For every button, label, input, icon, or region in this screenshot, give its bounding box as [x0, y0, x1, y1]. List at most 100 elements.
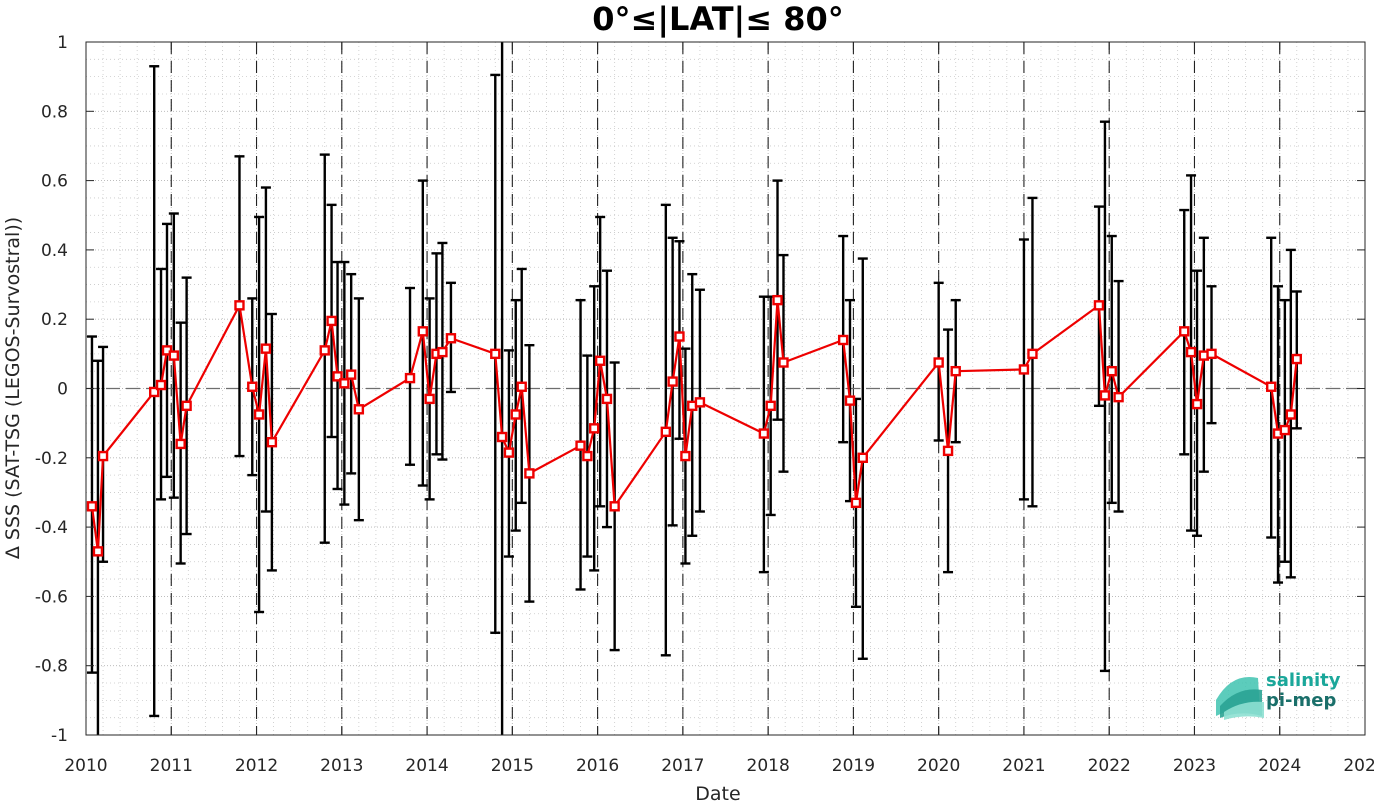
- data-point: [353, 404, 365, 415]
- data-point: [516, 381, 527, 392]
- x-tick-label: 2022: [1088, 756, 1131, 776]
- y-tick-label: -0.6: [35, 587, 68, 607]
- x-tick-label: 2021: [1002, 756, 1045, 776]
- data-point: [417, 326, 429, 337]
- data-point: [674, 331, 685, 342]
- data-point: [1099, 390, 1111, 401]
- x-tick-label: 2020: [917, 756, 960, 776]
- data-point: [1113, 391, 1124, 403]
- x-tick-label: 2011: [150, 756, 193, 776]
- data-point: [1027, 348, 1038, 360]
- data-point: [168, 350, 180, 361]
- data-point: [319, 345, 330, 356]
- y-tick-label: 1: [57, 33, 68, 53]
- x-tick-label: 2016: [576, 756, 619, 776]
- data-point: [765, 400, 776, 412]
- data-point: [445, 333, 457, 344]
- data-point: [503, 447, 515, 458]
- data-point: [253, 409, 265, 420]
- x-tick-label: 2023: [1173, 756, 1216, 776]
- data-point: [155, 379, 167, 391]
- y-tick-label: 0.6: [41, 172, 68, 192]
- y-tick-labels: -1 -0.8 -0.6 -0.4 -0.2 0 0.2 0.4 0.6 0.8 1: [35, 33, 68, 746]
- data-point: [490, 348, 501, 360]
- x-tick-label: 2012: [235, 756, 278, 776]
- data-point: [850, 497, 862, 509]
- x-axis-label: Date: [695, 783, 740, 801]
- data-point: [86, 501, 98, 512]
- data-point: [694, 397, 706, 408]
- y-tick-label: -0.8: [35, 657, 68, 677]
- y-tick-label: -0.4: [35, 518, 68, 538]
- data-point: [1185, 346, 1197, 358]
- x-tick-label: 2013: [320, 756, 363, 776]
- x-tick-label: 2025: [1343, 756, 1374, 776]
- data-point: [175, 438, 186, 450]
- data-point: [424, 393, 435, 405]
- data-point: [234, 300, 245, 311]
- salinity-pi-mep-logo: salinity pi-mep: [1216, 670, 1341, 720]
- y-tick-label: 0.4: [41, 241, 68, 261]
- data-point: [97, 450, 109, 462]
- axes-frame: [85, 41, 1366, 736]
- data-point: [345, 369, 357, 380]
- data-point: [437, 346, 448, 358]
- data-point: [950, 365, 961, 377]
- y-tick-label: -0.2: [35, 449, 68, 469]
- data-point: [609, 501, 620, 512]
- chart-title: 0°≤|LAT|≤ 80°: [592, 0, 843, 39]
- data-point: [1093, 300, 1105, 311]
- data-point: [942, 445, 954, 457]
- logo-text-pi-mep: pi-mep: [1266, 690, 1336, 711]
- data-point: [1285, 409, 1297, 420]
- data-point: [1179, 326, 1190, 337]
- data-point: [1191, 398, 1203, 410]
- data-point: [772, 294, 783, 306]
- data-point: [181, 400, 192, 412]
- data-point: [588, 423, 600, 434]
- data-point: [260, 343, 272, 354]
- data-point: [758, 428, 770, 439]
- data-point: [933, 357, 944, 368]
- data-point: [667, 376, 678, 387]
- data-point: [837, 334, 849, 346]
- data-point: [92, 546, 104, 557]
- data-point: [1106, 365, 1117, 377]
- data-point: [857, 452, 868, 463]
- data-point: [582, 450, 593, 462]
- data-point: [1018, 364, 1030, 375]
- data-point: [680, 450, 691, 462]
- data-point: [601, 393, 613, 405]
- y-tick-label: -1: [51, 726, 68, 746]
- data-point: [1291, 353, 1302, 365]
- series-markers: [86, 294, 1302, 557]
- x-tick-label: 2015: [491, 756, 534, 776]
- data-point: [1279, 424, 1291, 436]
- y-tick-label: 0.2: [41, 310, 68, 330]
- data-point: [247, 381, 258, 392]
- data-point: [660, 426, 672, 438]
- data-point: [510, 409, 521, 420]
- logo-text-salinity: salinity: [1266, 670, 1341, 691]
- x-tick-label: 2017: [661, 756, 704, 776]
- data-point: [575, 440, 586, 451]
- x-tick-label: 2019: [832, 756, 875, 776]
- data-point: [149, 386, 160, 398]
- x-tick-label: 2010: [64, 756, 107, 776]
- data-point: [326, 315, 337, 327]
- x-tick-label: 2018: [747, 756, 790, 776]
- logo-wave-icon: [1216, 676, 1264, 720]
- y-tick-label: 0.8: [41, 102, 68, 122]
- x-tick-label: 2014: [405, 756, 448, 776]
- data-point: [266, 437, 278, 448]
- data-point: [524, 468, 535, 479]
- data-point: [1206, 348, 1217, 360]
- data-point: [339, 378, 350, 389]
- data-point: [404, 372, 416, 384]
- data-point: [496, 431, 508, 443]
- x-tick-labels: 2010 2011 2012 2013 2014 2015 2016 2017 2018 2019…: [64, 756, 1374, 776]
- data-point: [1266, 381, 1277, 392]
- x-tick-label: 2024: [1258, 756, 1301, 776]
